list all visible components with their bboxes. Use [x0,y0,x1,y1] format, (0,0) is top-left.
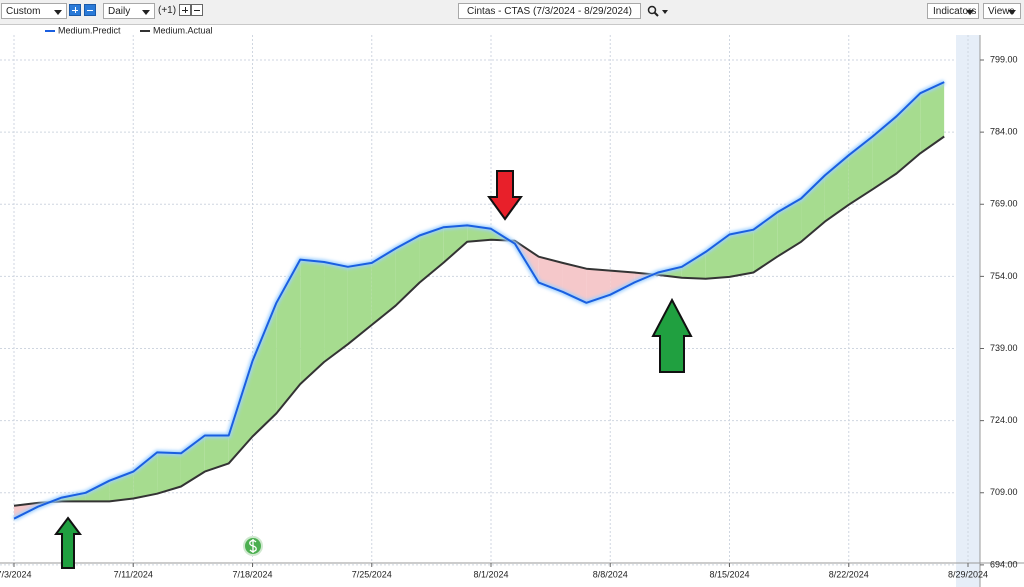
x-tick-label: 7/3/2024 [0,569,32,579]
y-tick-label: 739.00 [990,343,1018,353]
y-tick-label: 724.00 [990,415,1018,425]
x-tick-label: 8/1/2024 [473,569,508,579]
x-tick-label: 8/15/2024 [709,569,749,579]
dividend-icon [243,536,263,556]
difference-band [705,234,730,279]
y-tick-label: 799.00 [990,54,1018,64]
y-tick-label: 769.00 [990,199,1018,209]
difference-band [729,229,754,277]
y-tick-label: 694.00 [990,559,1018,569]
x-tick-label: 7/18/2024 [232,569,272,579]
toolbar: Custom Daily (+1) Cintas - CTAS (7/3/202… [0,0,1024,25]
difference-band [276,259,301,414]
difference-band [371,248,396,325]
x-tick-label: 7/25/2024 [352,569,392,579]
y-tick-label: 709.00 [990,487,1018,497]
annotations [54,170,693,569]
y-tick-label: 754.00 [990,271,1018,281]
legend-label: Medium.Predict [58,25,121,35]
difference-band [252,302,277,437]
x-tick-label: 7/11/2024 [114,569,153,579]
difference-band [133,452,158,499]
up-arrow [54,516,82,569]
period-select[interactable]: Custom [1,3,67,19]
x-tick-label: 8/8/2024 [593,569,628,579]
series-line [13,81,945,520]
interval-select[interactable]: Daily [103,3,155,19]
views-button[interactable]: Views [983,3,1021,19]
difference-band [324,261,348,362]
series-line [13,135,945,507]
down-arrow [487,170,523,221]
difference-band [419,227,444,283]
symbol-box[interactable]: Cintas - CTAS (7/3/2024 - 8/29/2024) [458,3,641,19]
difference-band [204,435,229,472]
difference-band [300,259,325,385]
difference-band [347,262,372,345]
difference-band [801,175,825,242]
offset-label: (+1) [158,5,177,16]
difference-band [157,452,181,494]
offset-plus[interactable] [179,4,191,16]
search-icon[interactable] [647,5,671,19]
x-tick-label: 8/29/2024 [948,569,988,579]
x-tick-label: 8/22/2024 [829,569,869,579]
indicators-button[interactable]: Indicators [927,3,979,19]
legend-label: Medium.Actual [153,25,213,35]
up-arrow [651,297,693,373]
line-glow [12,79,946,521]
difference-band [610,270,635,295]
difference-band [777,198,802,257]
difference-band [180,435,205,487]
offset-minus[interactable] [191,4,203,16]
y-tick-label: 784.00 [990,127,1018,137]
difference-band [920,82,945,154]
add-button[interactable] [69,4,81,16]
remove-button[interactable] [84,4,96,16]
chart: 694.00 709.00 724.00 739.00 754.00 769.00 784.… [0,25,1024,587]
difference-band [443,225,468,263]
